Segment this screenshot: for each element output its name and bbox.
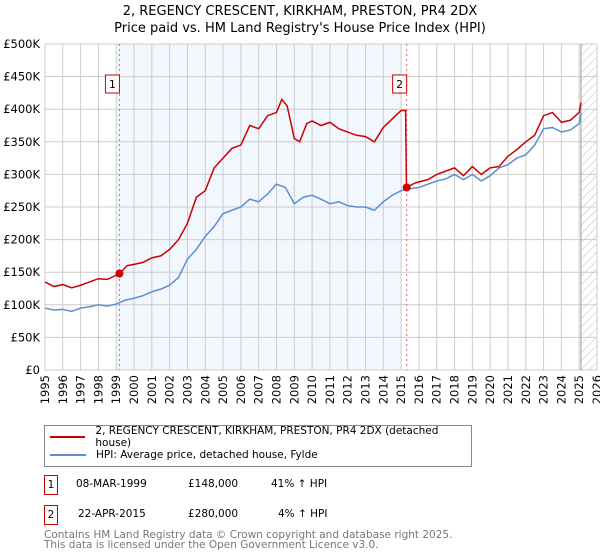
x-tick-label: 2004 bbox=[198, 375, 212, 404]
x-tick-label: 2020 bbox=[483, 375, 497, 404]
transaction-date: 22-APR-2015 bbox=[78, 508, 146, 520]
legend-red-line bbox=[50, 436, 86, 438]
price-chart: 1995 1996 1997 1998 1999 2000 2001 2002 2003 2004… bbox=[3, 37, 600, 404]
price-paid-line bbox=[44, 97, 582, 289]
y-tick-label: £100K bbox=[3, 298, 40, 312]
sale-badge-label: 2 bbox=[396, 78, 403, 91]
x-tick-label: 1996 bbox=[56, 375, 70, 404]
sale-point bbox=[115, 269, 124, 278]
transaction-price: £280,000 bbox=[188, 508, 239, 520]
x-tick-label: 2021 bbox=[501, 375, 515, 404]
x-tick-label: 2000 bbox=[127, 375, 141, 404]
x-tick-label: 2015 bbox=[394, 375, 408, 404]
x-tick-label: 2010 bbox=[305, 375, 319, 404]
footer: Contains HM Land Registry data © Crown c… bbox=[44, 529, 453, 551]
hpi-line bbox=[44, 112, 582, 313]
x-tick-label: 2025 bbox=[572, 375, 586, 404]
x-tick-label: 1999 bbox=[109, 375, 123, 404]
x-tick-label: 1995 bbox=[38, 375, 52, 404]
y-tick-label: £350K bbox=[3, 135, 40, 149]
y-tick-label: £400K bbox=[3, 102, 40, 116]
x-tick-label: 1998 bbox=[91, 375, 105, 404]
y-tick-label: £300K bbox=[3, 167, 40, 181]
legend-item-hpi: HPI: Average price, detached house, Fyld… bbox=[45, 447, 318, 463]
y-tick-label: £150K bbox=[3, 265, 40, 279]
x-tick-label: 2007 bbox=[252, 375, 266, 404]
transaction-hpi: 41% ↑ HPI bbox=[271, 478, 328, 490]
footer-copyright: Contains HM Land Registry data © Crown c… bbox=[44, 529, 453, 541]
transaction-date: 08-MAR-1999 bbox=[76, 478, 147, 490]
x-tick-label: 2018 bbox=[448, 375, 462, 404]
transaction-hpi: 4% ↑ HPI bbox=[278, 508, 328, 520]
transaction-badge: 2 bbox=[44, 505, 58, 525]
y-tick-label: £250K bbox=[3, 200, 40, 214]
x-tick-label: 2019 bbox=[465, 375, 479, 404]
x-tick-label: 2014 bbox=[376, 375, 390, 404]
x-tick-label: 2022 bbox=[519, 375, 533, 404]
legend-item-property: 2, REGENCY CRESCENT, KIRKHAM, PRESTON, P… bbox=[45, 425, 471, 449]
x-tick-label: 2005 bbox=[216, 375, 230, 404]
footer-licence: This data is licensed under the Open Gov… bbox=[44, 539, 379, 551]
x-tick-label: 2009 bbox=[287, 375, 301, 404]
x-tick-label: 2012 bbox=[341, 375, 355, 404]
x-tick-label: 2002 bbox=[163, 375, 177, 404]
transaction-price: £148,000 bbox=[188, 478, 239, 490]
x-tick-label: 2001 bbox=[145, 375, 159, 404]
legend-label: 2, REGENCY CRESCENT, KIRKHAM, PRESTON, P… bbox=[95, 425, 439, 449]
y-tick-label: £500K bbox=[3, 37, 40, 51]
transaction-badge: 1 bbox=[44, 475, 58, 495]
sale-badge-box bbox=[392, 74, 408, 94]
y-tick-label: £0 bbox=[25, 363, 40, 377]
sale-badge-box bbox=[104, 74, 120, 94]
legend: 2, REGENCY CRESCENT, KIRKHAM, PRESTON, P… bbox=[44, 425, 472, 467]
transaction-row: 2 22-APR-2015 £280,000 4% ↑ HPI bbox=[44, 505, 544, 525]
x-tick-label: 2023 bbox=[537, 375, 551, 404]
y-tick-label: £200K bbox=[3, 233, 40, 247]
transaction-row: 1 08-MAR-1999 £148,000 41% ↑ HPI bbox=[44, 475, 544, 495]
sale-point bbox=[402, 183, 411, 192]
legend-blue-line bbox=[50, 454, 86, 456]
x-tick-label: 2013 bbox=[359, 375, 373, 404]
chart-subtitle: Price paid vs. HM Land Registry's House … bbox=[114, 21, 486, 36]
y-tick-label: £50K bbox=[11, 330, 41, 344]
x-tick-label: 1997 bbox=[74, 375, 88, 404]
x-tick-label: 2016 bbox=[412, 375, 426, 404]
y-tick-label: £450K bbox=[3, 70, 40, 84]
x-tick-label: 2024 bbox=[554, 375, 568, 404]
legend-label: HPI: Average price, detached house, Fyld… bbox=[96, 449, 318, 461]
x-tick-label: 2011 bbox=[323, 375, 337, 404]
x-tick-label: 2008 bbox=[269, 375, 283, 404]
x-tick-label: 2003 bbox=[180, 375, 194, 404]
x-tick-label: 2006 bbox=[234, 375, 248, 404]
x-tick-label: 2017 bbox=[430, 375, 444, 404]
sale-badge-label: 1 bbox=[109, 78, 116, 91]
x-tick-label: 2026 bbox=[590, 375, 600, 404]
chart-title: 2, REGENCY CRESCENT, KIRKHAM, PRESTON, P… bbox=[122, 4, 478, 19]
